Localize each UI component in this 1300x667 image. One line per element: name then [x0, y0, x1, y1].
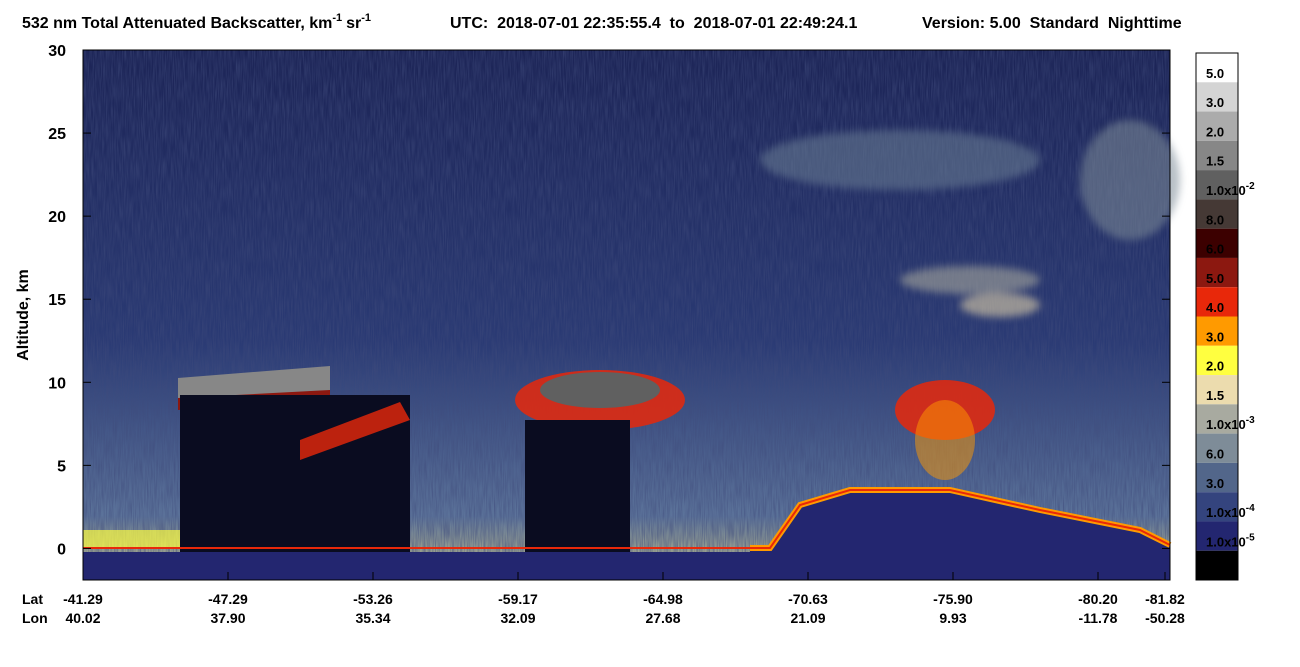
colorbar-label-text: 5.0 [1206, 271, 1224, 286]
colorbar-frame [1195, 52, 1239, 581]
colorbar-cell [1196, 53, 1238, 83]
lon-tick-label: 9.93 [939, 610, 966, 626]
colorbar-label-text: 1.0x10 [1206, 534, 1246, 549]
colorbar-label: 6.0 [1206, 446, 1224, 461]
colorbar-label: 2.0 [1206, 124, 1224, 139]
colorbar-label-text: 5.0 [1206, 66, 1224, 81]
lon-tick-label: 40.02 [65, 610, 100, 626]
colorbar-label: 1.0x10-2 [1206, 181, 1255, 198]
colorbar-cell [1196, 404, 1238, 434]
colorbar-label: 3.0 [1206, 476, 1224, 491]
plot-frame [82, 49, 1171, 581]
colorbar-label-text: 1.0x10 [1206, 417, 1246, 432]
y-tick-label: 30 [48, 43, 66, 60]
curtain-image [83, 50, 1180, 580]
colorbar-label-text: 1.5 [1206, 154, 1224, 169]
colorbar-label-text: 8.0 [1206, 212, 1224, 227]
colorbar-cell [1196, 492, 1238, 522]
lat-tick-label: -80.20 [1078, 591, 1118, 607]
colorbar-cell [1196, 140, 1238, 171]
title-unit: sr [346, 15, 361, 32]
colorbar-label-text: 1.0x10 [1206, 505, 1246, 520]
colorbar-cell [1196, 550, 1238, 580]
y-tick-label: 5 [57, 458, 66, 475]
colorbar-label: 6.0 [1206, 242, 1224, 257]
colorbar-label: 5.0 [1206, 271, 1224, 286]
colorbar-cell [1196, 462, 1238, 493]
colorbar-cell [1196, 521, 1238, 551]
colorbar-label-sup: -2 [1246, 181, 1255, 192]
colorbar-cell [1196, 199, 1238, 229]
chart-title: 532 nm Total Attenuated Backscatter, km-… [22, 12, 371, 32]
colorbar-label-text: 2.0 [1206, 359, 1224, 374]
lon-tick-label: -50.28 [1145, 610, 1185, 626]
colorbar-cell [1196, 433, 1238, 463]
colorbar-cell [1196, 316, 1238, 346]
colorbar-cell [1196, 375, 1238, 405]
colorbar-label-text: 6.0 [1206, 446, 1224, 461]
colorbar-cell [1196, 111, 1238, 141]
colorbar-cell [1196, 257, 1238, 288]
version: Version: 5.00 Standard Nighttime [922, 15, 1182, 32]
lat-tick-label: -41.29 [63, 591, 103, 607]
lon-label: Lon [22, 610, 48, 626]
colorbar-cell [1196, 228, 1238, 258]
lon-tick-label: 27.68 [645, 610, 680, 626]
lat-tick-label: -75.90 [933, 591, 973, 607]
lon-tick-label: 21.09 [790, 610, 825, 626]
lat-label: Lat [22, 591, 43, 607]
lat-tick-label: -64.98 [643, 591, 683, 607]
colorbar-label: 3.0 [1206, 329, 1224, 344]
colorbar-label-text: 1.0x10 [1206, 183, 1246, 198]
colorbar-label-text: 1.5 [1206, 388, 1224, 403]
lat-tick-label: -81.82 [1145, 591, 1185, 607]
y-axis-label: Altitude, km [15, 269, 32, 361]
lat-tick-label: -70.63 [788, 591, 828, 607]
lat-tick-label: -59.17 [498, 591, 538, 607]
colorbar-label: 1.5 [1206, 388, 1224, 403]
y-tick-label: 15 [48, 292, 66, 309]
colorbar-cell [1196, 287, 1238, 317]
colorbar-label: 1.5 [1206, 154, 1224, 169]
y-tick-label: 0 [57, 541, 66, 558]
title-text: 532 nm Total Attenuated Backscatter, km [22, 15, 332, 32]
y-tick-label: 25 [48, 126, 66, 143]
lat-tick-label: -47.29 [208, 591, 248, 607]
title-sup: -1 [361, 12, 371, 24]
colorbar-label: 8.0 [1206, 212, 1224, 227]
colorbar-label-sup: -3 [1246, 415, 1255, 426]
lat-tick-label: -53.26 [353, 591, 393, 607]
y-tick-label: 10 [48, 375, 66, 392]
y-tick-label: 20 [48, 209, 66, 226]
colorbar-label: 5.0 [1206, 66, 1224, 81]
colorbar-label-text: 2.0 [1206, 124, 1224, 139]
colorbar-label-text: 4.0 [1206, 300, 1224, 315]
colorbar-cell [1196, 170, 1238, 200]
colorbar-label: 2.0 [1206, 359, 1224, 374]
lon-tick-label: 32.09 [500, 610, 535, 626]
colorbar-label: 3.0 [1206, 95, 1224, 110]
lon-tick-label: 35.34 [355, 610, 390, 626]
colorbar-label: 4.0 [1206, 300, 1224, 315]
colorbar-label: 1.0x10-5 [1206, 532, 1255, 549]
colorbar-label: 1.0x10-4 [1206, 503, 1255, 520]
colorbar-label: 1.0x10-3 [1206, 415, 1255, 432]
colorbar-label-sup: -5 [1246, 532, 1255, 543]
colorbar-cell [1196, 82, 1238, 112]
colorbar-label-text: 3.0 [1206, 95, 1224, 110]
title-sup: -1 [332, 12, 342, 24]
utc-range: UTC: 2018-07-01 22:35:55.4 to 2018-07-01… [450, 15, 857, 32]
colorbar-label-text: 3.0 [1206, 329, 1224, 344]
lon-tick-label: -11.78 [1079, 610, 1118, 626]
colorbar-cell [1196, 345, 1238, 376]
colorbar-label-text: 3.0 [1206, 476, 1224, 491]
colorbar-label-sup: -4 [1246, 503, 1255, 514]
colorbar-label-text: 6.0 [1206, 242, 1224, 257]
lon-tick-label: 37.90 [210, 610, 245, 626]
